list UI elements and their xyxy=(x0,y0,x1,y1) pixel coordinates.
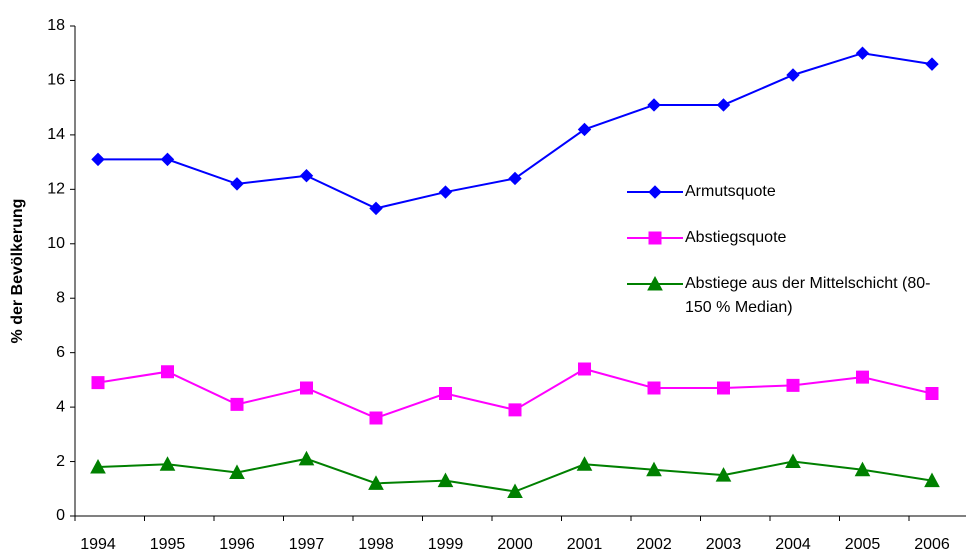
y-tick-label: 4 xyxy=(56,398,65,415)
x-tick-label: 2003 xyxy=(706,536,742,553)
marker xyxy=(854,461,871,477)
marker xyxy=(300,381,313,395)
legend-label: Armutsquote xyxy=(685,183,776,200)
marker xyxy=(299,169,314,183)
marker xyxy=(229,464,245,479)
y-tick-label: 18 xyxy=(47,17,65,34)
x-tick-label: 2000 xyxy=(497,536,533,553)
marker xyxy=(91,152,105,167)
marker xyxy=(715,467,732,482)
marker xyxy=(716,98,731,112)
y-tick-label: 16 xyxy=(47,72,65,89)
marker xyxy=(161,365,174,379)
marker xyxy=(298,450,315,466)
marker xyxy=(786,378,800,392)
marker xyxy=(438,185,453,199)
legend-entry: Abstiegsquote xyxy=(627,226,957,250)
marker xyxy=(91,376,105,390)
marker xyxy=(159,456,176,471)
marker xyxy=(647,381,661,395)
x-tick-label: 2001 xyxy=(567,536,603,553)
y-tick-label: 10 xyxy=(47,235,65,252)
marker xyxy=(508,171,522,186)
marker xyxy=(90,458,106,474)
y-tick-label: 0 xyxy=(56,507,65,524)
legend: Armutsquote Abstiegsquote Abstiege aus der… xyxy=(627,180,957,342)
x-tick-label: 2005 xyxy=(845,536,881,553)
marker xyxy=(160,152,175,167)
x-tick-label: 2006 xyxy=(914,536,950,553)
marker xyxy=(785,453,801,469)
marker xyxy=(578,362,591,376)
x-tick-label: 1994 xyxy=(80,536,116,553)
y-tick-label: 2 xyxy=(56,453,65,470)
marker xyxy=(924,472,940,488)
x-tick-label: 1997 xyxy=(289,536,325,553)
marker xyxy=(648,185,662,199)
x-tick-label: 1995 xyxy=(150,536,186,553)
marker xyxy=(647,98,661,112)
marker xyxy=(855,46,870,60)
marker xyxy=(925,387,939,400)
y-tick-label: 12 xyxy=(47,181,65,198)
marker xyxy=(508,403,522,417)
x-tick-label: 2004 xyxy=(775,536,811,553)
marker xyxy=(230,177,244,191)
legend-swatch xyxy=(627,275,683,291)
y-tick-label: 14 xyxy=(47,126,65,143)
legend-entry: Abstiege aus der Mittelschicht (80-150 %… xyxy=(627,272,957,320)
marker xyxy=(368,475,384,490)
marker xyxy=(717,381,730,395)
legend-label: Abstiegsquote xyxy=(685,229,787,246)
marker xyxy=(648,231,662,245)
marker xyxy=(576,456,593,471)
marker xyxy=(437,472,454,488)
marker xyxy=(925,57,939,71)
x-tick-label: 1996 xyxy=(219,536,255,553)
marker xyxy=(786,68,800,82)
x-tick-label: 1999 xyxy=(428,536,464,553)
legend-label: Abstiege aus der Mittelschicht (80-150 %… xyxy=(685,275,931,316)
marker xyxy=(646,461,662,477)
marker xyxy=(439,387,452,400)
marker xyxy=(647,275,663,291)
x-tick-label: 1998 xyxy=(358,536,394,553)
y-tick-label: 8 xyxy=(56,289,65,306)
marker xyxy=(507,483,523,498)
legend-swatch xyxy=(627,231,683,245)
marker xyxy=(369,201,383,216)
marker xyxy=(577,122,592,137)
y-axis-label: % der Bevölkerung xyxy=(9,199,26,344)
x-tick-label: 2002 xyxy=(636,536,672,553)
marker xyxy=(369,411,383,425)
y-tick-label: 6 xyxy=(56,344,65,361)
marker xyxy=(230,397,244,411)
marker xyxy=(856,370,869,384)
legend-entry: Armutsquote xyxy=(627,180,957,204)
legend-swatch xyxy=(627,185,683,199)
